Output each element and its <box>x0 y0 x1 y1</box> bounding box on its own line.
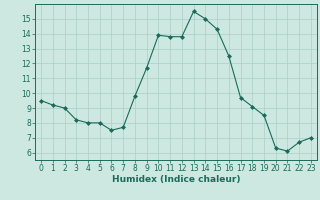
X-axis label: Humidex (Indice chaleur): Humidex (Indice chaleur) <box>112 175 240 184</box>
